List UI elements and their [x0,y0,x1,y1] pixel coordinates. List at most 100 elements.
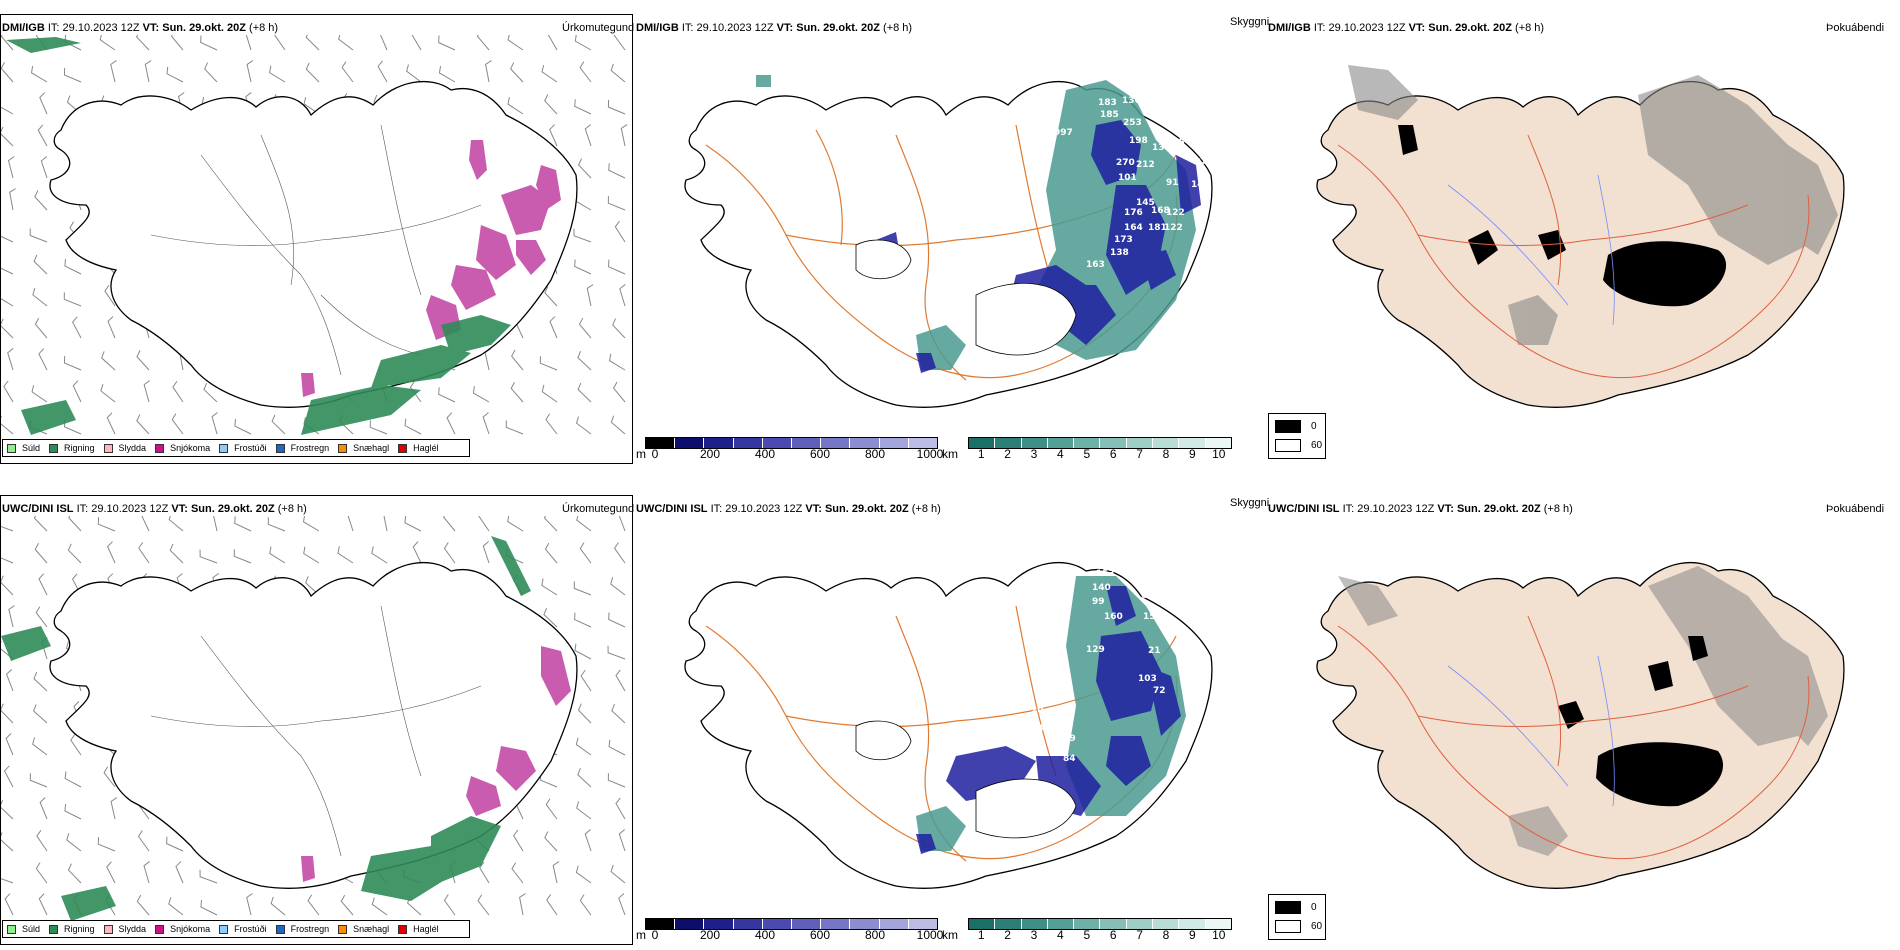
colorbar-tick: 3 [1030,447,1038,461]
wind-barb [609,353,626,371]
wind-barb [485,60,492,83]
colorbar-segment [675,438,705,448]
ceiling-value-label: 253 [1123,118,1142,128]
colorbar-segment [1021,919,1048,929]
fog-legend-row2: 0 60 [1268,894,1326,940]
wind-barb [36,830,48,852]
fog-legend-row: 0 [1275,420,1317,433]
wind-barb [610,864,626,884]
colorbar-tick: 3 [1030,928,1038,942]
ceiling-value-label: 118 [1154,108,1173,118]
legend-label: Súld [22,443,41,453]
fog-label: 60 [1311,440,1323,451]
colorbar-segment [908,438,938,448]
legend-swatch [338,443,348,453]
wind-barb [64,803,82,820]
wind-barb [101,351,116,371]
wind-barb [107,316,116,339]
wind-barb [166,66,184,83]
wind-barb [110,797,118,820]
wind-barb [477,894,490,916]
wind-barb [1,878,14,884]
wind-barb [234,516,252,532]
wind-barb [438,387,456,403]
ceiling-value-label: 157 [1143,612,1162,622]
ceiling-value-label: 122 [1166,208,1185,218]
ceiling-colorbar-row1 [645,437,938,449]
colorbar-segment [1205,438,1231,448]
wind-barb [33,516,48,532]
legend-label: Haglél [413,924,439,934]
wind-barb [1,575,14,596]
colorbar-segment [733,438,763,448]
legend-swatch [398,443,408,453]
vis-map-row2: 153 140 99 63 92 160 157 129 21 109 103 72 102 104 20 1… [684,561,1213,889]
wind-barb [270,896,286,916]
precip-legend-row2: Súld Rigning Slydda Snjókoma Frostúði Frostre… [2,920,470,938]
colorbar-segment [850,438,880,448]
it-value: 29.10.2023 12Z [62,22,140,34]
ceiling-unit-row1: m [636,447,646,461]
ceiling-value-label: 140 [1092,583,1111,593]
ceiling-value-label: 145 [1136,198,1155,208]
wind-barb [579,894,592,916]
ceiling-value-label: 270 [1116,158,1135,168]
wind-barb [507,516,524,532]
wind-barb [63,292,82,307]
wind-barb [307,894,320,916]
colorbar-segment [908,919,938,929]
ceiling-value-label: 185 [1100,110,1119,120]
wind-barb [303,96,320,115]
precip-map-row2 [1,516,626,920]
wind-barb [40,156,48,179]
colorbar-tick: 10 [1212,928,1226,942]
ceiling-value-label: 164 [1124,223,1143,233]
wind-barb [539,356,558,371]
wind-barb [511,349,524,371]
wind-barb [246,60,254,83]
wind-barb [438,65,456,83]
wind-barb [303,546,320,564]
wind-barb [7,348,14,371]
wind-barb [1,799,14,820]
wind-barb [552,861,560,884]
wind-barb [67,863,82,884]
wind-barb [305,35,320,51]
colorbar-tick: 200 [699,928,721,942]
colorbar-tick: 9 [1189,928,1196,942]
ceiling-value-label: 10 [979,296,992,306]
ceiling-value-label: 103 [1138,674,1157,684]
colorbar-segment [821,919,851,929]
vis-colorbar-row1 [968,437,1232,449]
wind-barb [404,418,422,435]
wind-barb [479,861,490,884]
wind-barb [1,235,14,243]
wind-barb [71,316,82,339]
wind-barb [586,284,594,307]
wind-barb [305,576,320,596]
wind-barb [106,412,116,435]
fog-header-row2: UWC/DINI ISL IT: 29.10.2023 12Z VT: Sun.… [1268,503,1573,515]
legend-swatch [7,924,16,934]
colorbar-segment [1126,919,1154,929]
fog-legend-row: 0 [1275,901,1317,914]
wind-barb [305,62,320,83]
wind-barb [577,703,592,724]
vis-header-row1: DMI/IGB IT: 29.10.2023 12Z VT: Sun. 29.o… [636,22,913,34]
wind-barb [576,801,592,820]
colorbar-tick: 6 [1109,447,1117,461]
wind-barb [611,704,626,724]
colorbar-segment [646,438,676,448]
colorbar-tick: 800 [864,447,886,461]
wind-barb [543,516,558,532]
ceiling-value-label: 137 [1152,143,1171,153]
legend-swatch [398,924,408,934]
wind-barb [510,381,524,403]
fog-swatch [1275,901,1301,914]
wind-barb [269,65,286,83]
ceiling-value-label: 104 [974,708,993,718]
wind-barb [574,35,592,51]
legend-label: Frostúði [234,924,267,934]
colorbar-segment [879,919,909,929]
wind-barb [574,612,592,628]
